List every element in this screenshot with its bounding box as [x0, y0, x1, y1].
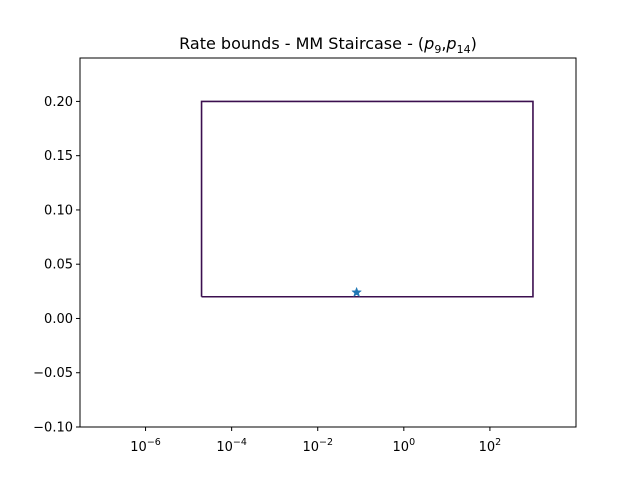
y-tick-label: 0.00: [44, 312, 73, 327]
chart-title-p1: p: [423, 34, 434, 53]
chart-title-sub1: 9: [434, 43, 441, 56]
x-tick-exponent: −4: [233, 437, 247, 448]
y-tick-label: 0.10: [44, 203, 73, 218]
star-marker: [351, 286, 363, 298]
x-tick-exponent: −2: [319, 437, 333, 448]
chart-title-suffix: ): [471, 34, 477, 53]
x-tick-label: 102: [479, 437, 502, 455]
y-tick-label: 0.15: [44, 149, 73, 164]
bound-rectangle-line: [200, 100, 534, 298]
chart-title-sub2: 14: [457, 43, 471, 56]
chart-title: Rate bounds - MM Staircase - (p9,p14): [179, 34, 477, 56]
x-tick-exponent: 2: [495, 437, 501, 448]
plot-layer: [200, 100, 534, 298]
y-tick-label: −0.10: [33, 421, 73, 436]
plot-frame: [79, 57, 577, 428]
y-tick-label: 0.20: [44, 95, 73, 110]
x-tick-base: 10: [302, 440, 319, 455]
x-tick-exponent: −6: [147, 437, 161, 448]
x-tick-label: 10−2: [302, 437, 333, 455]
y-tick-label: 0.05: [44, 258, 73, 273]
x-tick-exponent: 0: [409, 437, 415, 448]
x-axis: 10−6 10−4 10−2 100 102: [130, 427, 501, 455]
chart-title-p2: p: [445, 34, 456, 53]
y-axis: 0.20 0.15 0.10 0.05 0.00 −0.05 −0.10: [33, 95, 80, 436]
x-tick-label: 10−4: [216, 437, 247, 455]
x-tick-base: 10: [479, 440, 496, 455]
y-tick-label: −0.05: [33, 366, 73, 381]
x-tick-base: 10: [130, 440, 147, 455]
x-tick-label: 10−6: [130, 437, 161, 455]
x-tick-label: 100: [393, 437, 416, 455]
chart-title-comma: ,: [441, 34, 446, 53]
chart-title-prefix: Rate bounds - MM Staircase - (: [179, 34, 424, 53]
x-tick-base: 10: [393, 440, 410, 455]
x-tick-base: 10: [216, 440, 233, 455]
